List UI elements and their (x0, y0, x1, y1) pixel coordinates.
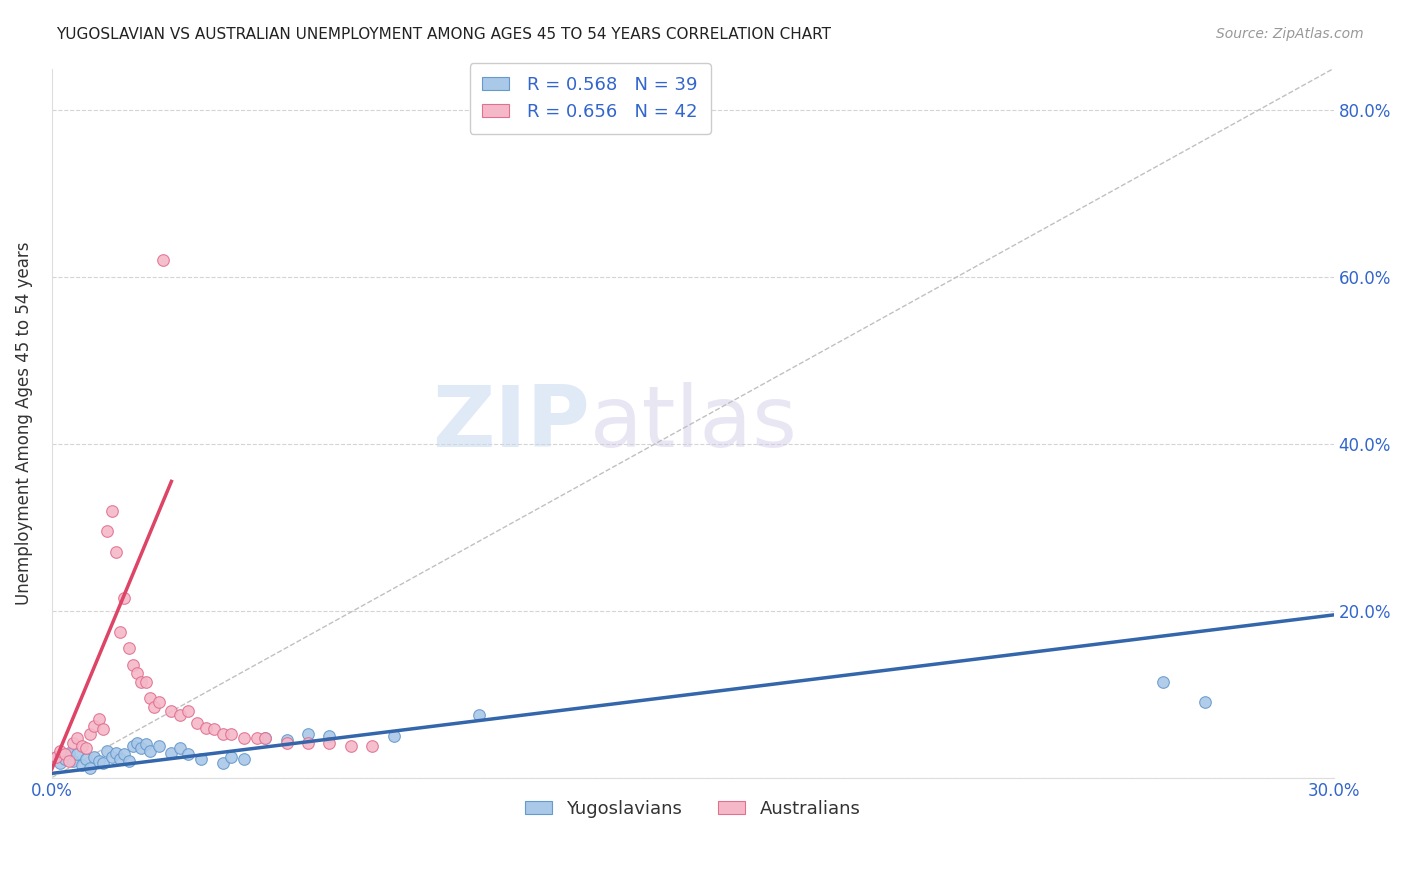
Point (135, 737, 157, 751)
Point (211, 727, 233, 741)
Point (108, 752, 131, 766)
Legend: Yugoslavians, Australians: Yugoslavians, Australians (517, 793, 868, 825)
Point (276, 733, 298, 747)
Point (131, 674, 153, 689)
Text: ZIP: ZIP (433, 382, 591, 465)
Point (53, 752, 76, 766)
Point (139, 691, 162, 706)
Point (49, 756, 72, 770)
Point (108, 624, 131, 639)
Point (83, 749, 105, 764)
Point (160, 746, 183, 760)
Point (66, 747, 89, 762)
Point (169, 708, 191, 723)
Point (143, 699, 166, 714)
Point (254, 731, 277, 745)
Point (62, 735, 84, 749)
Point (79, 727, 101, 741)
Point (79, 760, 101, 774)
Point (58, 746, 80, 760)
Point (211, 756, 233, 770)
Point (194, 721, 217, 735)
Point (100, 749, 122, 764)
Point (127, 735, 149, 749)
Point (70, 758, 93, 772)
Point (83, 719, 105, 733)
Point (177, 747, 200, 762)
Point (91, 722, 114, 736)
Y-axis label: Unemployment Among Ages 45 to 54 years: Unemployment Among Ages 45 to 54 years (15, 242, 32, 605)
Point (118, 754, 141, 768)
Point (233, 731, 256, 745)
Point (219, 749, 242, 764)
Point (246, 731, 269, 745)
Point (340, 739, 363, 753)
Point (122, 739, 145, 753)
Point (131, 741, 153, 756)
Point (361, 739, 384, 753)
Point (318, 729, 340, 743)
Point (118, 641, 141, 656)
Point (122, 657, 145, 672)
Text: atlas: atlas (591, 382, 799, 465)
Point (318, 735, 340, 749)
Point (75, 741, 97, 756)
Point (75, 752, 97, 766)
Point (87, 712, 110, 726)
Point (1194, 696, 1216, 710)
Text: YUGOSLAVIAN VS AUSTRALIAN UNEMPLOYMENT AMONG AGES 45 TO 54 YEARS CORRELATION CHA: YUGOSLAVIAN VS AUSTRALIAN UNEMPLOYMENT A… (56, 27, 831, 42)
Point (148, 696, 170, 710)
Point (382, 729, 405, 743)
Point (49, 744, 72, 758)
Point (190, 752, 212, 766)
Point (297, 727, 319, 741)
Point (96, 524, 118, 539)
Point (127, 666, 149, 681)
Text: Source: ZipAtlas.com: Source: ZipAtlas.com (1216, 27, 1364, 41)
Point (177, 704, 200, 718)
Point (276, 735, 298, 749)
Point (186, 716, 208, 731)
Point (233, 752, 256, 766)
Point (62, 754, 84, 768)
Point (297, 735, 319, 749)
Point (112, 747, 135, 762)
Point (100, 503, 122, 517)
Point (70, 739, 93, 753)
Point (53, 747, 76, 762)
Point (202, 722, 225, 736)
Point (104, 746, 127, 760)
Point (91, 756, 114, 770)
Point (148, 739, 170, 753)
Point (104, 545, 127, 559)
Point (160, 704, 183, 718)
Point (45, 749, 67, 764)
Point (169, 741, 191, 756)
Point (219, 727, 242, 741)
Point (45, 749, 67, 764)
Point (1152, 674, 1174, 689)
Point (96, 744, 118, 758)
Point (254, 731, 277, 745)
Point (87, 754, 110, 768)
Point (66, 731, 89, 745)
Point (135, 674, 157, 689)
Point (152, 253, 174, 268)
Point (139, 744, 162, 758)
Point (468, 708, 491, 723)
Point (112, 591, 135, 606)
Point (58, 754, 80, 768)
